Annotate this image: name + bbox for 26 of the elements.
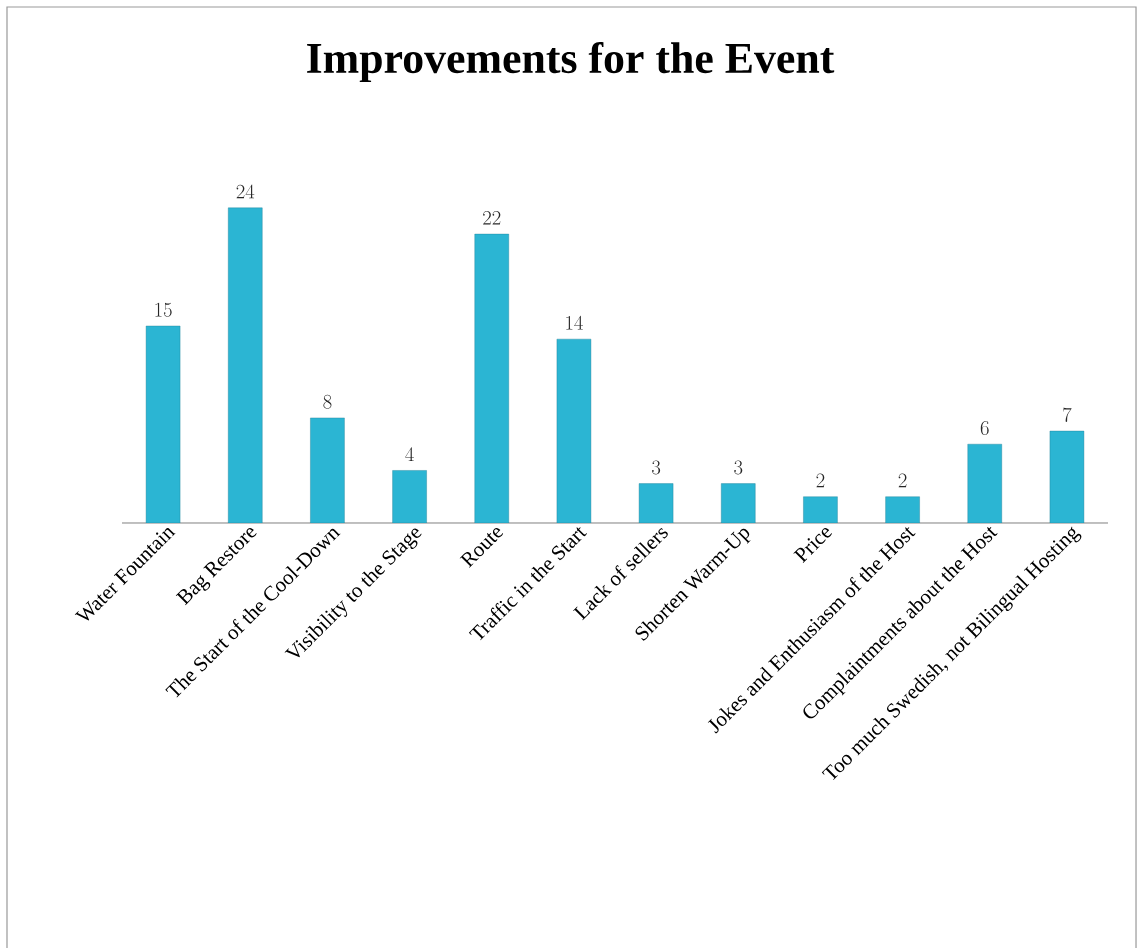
chart-title: Improvements for the Event: [307, 41, 835, 83]
bar: [803, 496, 838, 523]
data-label: 15: [155, 302, 172, 317]
bar: [638, 483, 674, 523]
bar: [967, 444, 1002, 523]
data-label: 3: [652, 460, 661, 475]
bar: [228, 207, 263, 523]
bar: [392, 470, 427, 523]
data-label: 2: [816, 473, 825, 488]
data-label: 3: [734, 460, 743, 475]
x-tick-label: Price: [793, 528, 832, 563]
data-label: 6: [980, 421, 989, 436]
bar: [721, 483, 756, 523]
bar: [310, 417, 345, 523]
data-label: 8: [323, 394, 332, 409]
data-label: 2: [898, 473, 907, 488]
data-label: 22: [483, 210, 501, 225]
bar: [556, 338, 592, 523]
bar: [885, 496, 920, 523]
data-label: 14: [566, 315, 583, 330]
data-label: 7: [1063, 407, 1072, 422]
bar: [145, 325, 181, 523]
bar: [1049, 430, 1085, 523]
data-label: 4: [405, 447, 414, 461]
bar: [474, 233, 509, 523]
data-label: 24: [236, 184, 255, 199]
